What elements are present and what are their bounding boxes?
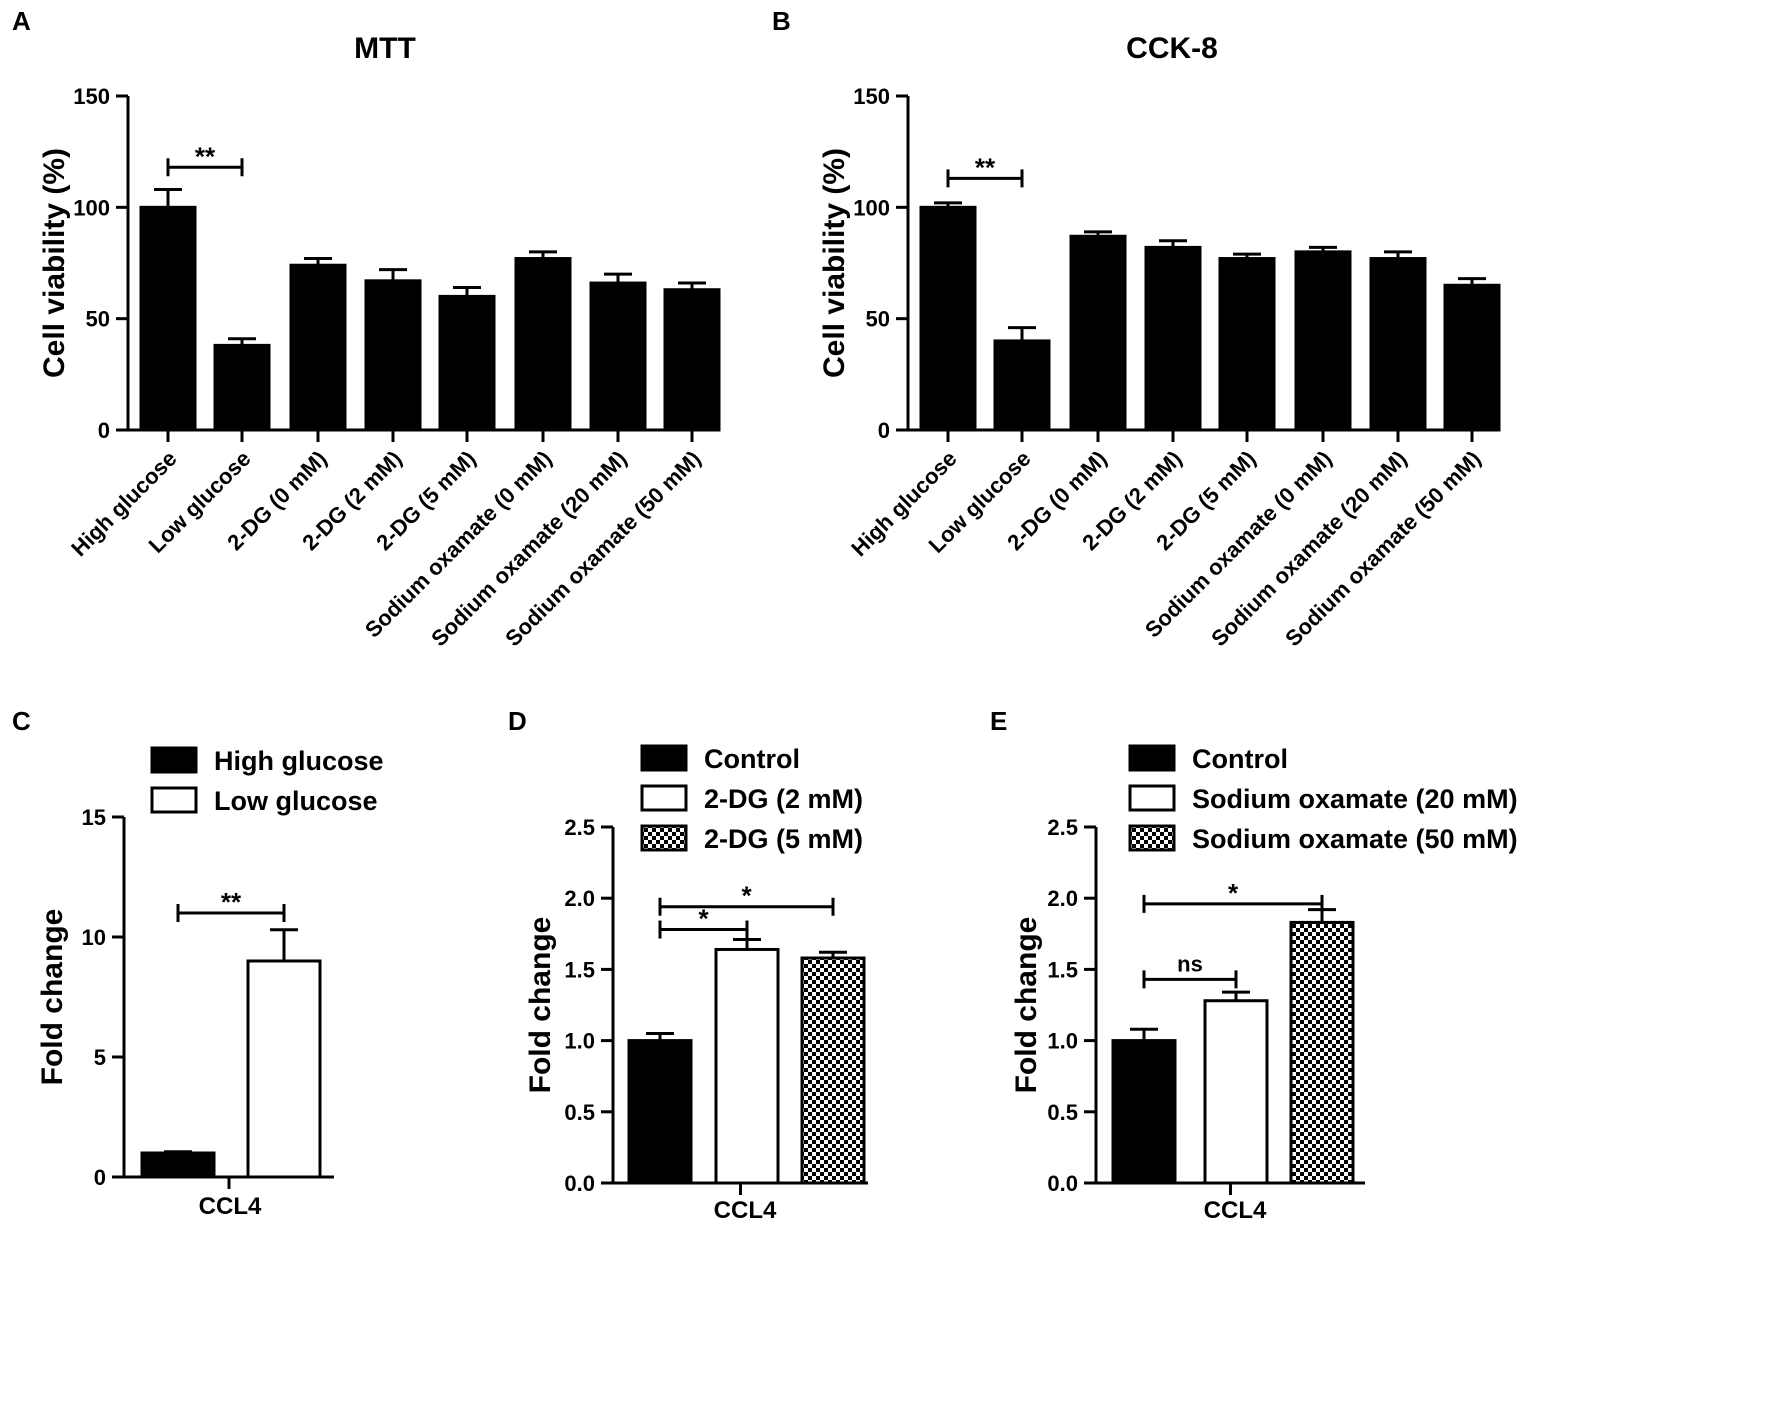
y-tick-label: 1.0	[564, 1029, 595, 1054]
legend-swatch-1	[640, 744, 688, 772]
y-tick-label: 150	[853, 84, 890, 109]
y-tick-label: 0.5	[564, 1100, 595, 1125]
y-tick-label: 2.5	[1047, 815, 1078, 840]
y-tick-label: 1.5	[1047, 957, 1078, 982]
significance-label: *	[1228, 878, 1239, 908]
legend-label: Sodium oxamate (50 mM)	[1192, 824, 1518, 854]
panel-letter: A	[12, 6, 31, 36]
y-tick-label: 2.0	[1047, 886, 1078, 911]
y-tick-label: 100	[73, 195, 110, 220]
significance-label: ns	[1177, 951, 1203, 976]
y-tick-label: 2.0	[564, 886, 595, 911]
bar-8	[1443, 283, 1501, 432]
y-axis-label: Fold change	[1010, 917, 1043, 1094]
chart-title: CCK-8	[1126, 32, 1218, 65]
panel-letter: D	[508, 706, 527, 736]
y-axis-label: Fold change	[36, 909, 69, 1086]
y-tick-label: 5	[94, 1045, 106, 1070]
bar-2	[213, 343, 271, 432]
y-tick-label: 0	[94, 1165, 106, 1190]
y-tick-label: 50	[86, 307, 110, 332]
bar-6	[514, 257, 572, 432]
y-tick-label: 2.5	[564, 815, 595, 840]
legend-label: 2-DG (5 mM)	[704, 824, 863, 854]
panel-letter: C	[12, 706, 31, 736]
legend-label: Control	[704, 744, 800, 774]
legend-swatch-3	[640, 824, 688, 852]
panel-e: E 0.0 0.5 1.0 1.5 2.0 2.5 Fold change CCL4 Contro…	[990, 706, 1518, 1224]
significance-label: *	[698, 904, 709, 934]
bar-1	[1111, 1039, 1177, 1185]
bar-4	[364, 279, 422, 432]
legend-swatch-2	[150, 786, 198, 814]
bar-5	[438, 294, 496, 432]
y-tick-label: 0.5	[1047, 1100, 1078, 1125]
y-tick-label: 100	[853, 195, 890, 220]
bar-6	[1294, 250, 1352, 432]
legend-label: High glucose	[214, 746, 384, 776]
y-tick-label: 1.0	[1047, 1029, 1078, 1054]
panel-letter: E	[990, 706, 1007, 736]
bar-7	[1369, 257, 1427, 432]
legend-label: Low glucose	[214, 786, 378, 816]
bar-8	[663, 288, 721, 432]
y-tick-label: 0	[878, 418, 890, 443]
legend-swatch-1	[150, 746, 198, 774]
x-axis-label: CCL4	[1204, 1197, 1267, 1224]
panel-d: D 0.0 0.5 1.0 1.5 2.0 2.5 Fold change CCL4 Contro…	[508, 706, 868, 1224]
y-axis-label: Cell viability (%)	[38, 148, 71, 378]
bar-5	[1218, 257, 1276, 432]
x-axis-label: CCL4	[714, 1197, 777, 1224]
significance-label: **	[195, 141, 216, 171]
y-tick-label: 0	[98, 418, 110, 443]
legend-swatch-2	[1128, 784, 1176, 812]
legend-label: 2-DG (2 mM)	[704, 784, 863, 814]
bar-3	[1289, 920, 1355, 1185]
significance-label: *	[741, 881, 752, 911]
y-tick-label: 0.0	[1047, 1171, 1078, 1196]
bar-1	[139, 205, 197, 432]
y-tick-label: 150	[73, 84, 110, 109]
bar-7	[589, 281, 647, 432]
significance-label: **	[221, 887, 242, 917]
y-tick-label: 50	[866, 307, 890, 332]
legend-label: Sodium oxamate (20 mM)	[1192, 784, 1518, 814]
y-tick-label: 1.5	[564, 957, 595, 982]
bar-2	[1203, 999, 1269, 1185]
legend-swatch-3	[1128, 824, 1176, 852]
y-tick-label: 10	[82, 925, 106, 950]
bar-2	[714, 947, 780, 1185]
panel-c: C 0 5 10 15 Fold change CCL4 High glucose Low gl…	[12, 706, 384, 1220]
bar-3	[1069, 234, 1127, 432]
bar-2	[993, 339, 1051, 432]
legend-label: Control	[1192, 744, 1288, 774]
legend-swatch-1	[1128, 744, 1176, 772]
bar-4	[1144, 245, 1202, 432]
bar-1	[627, 1039, 693, 1185]
bar-1	[919, 205, 977, 432]
y-axis-label: Fold change	[524, 917, 557, 1094]
bar-3	[800, 956, 866, 1185]
chart-title: MTT	[354, 32, 416, 65]
significance-label: **	[975, 152, 996, 182]
x-axis-label: CCL4	[199, 1193, 262, 1220]
panel-letter: B	[772, 6, 791, 36]
y-tick-label: 0.0	[564, 1171, 595, 1196]
bar-1	[140, 1151, 216, 1179]
bar-3	[289, 263, 347, 432]
bar-2	[246, 959, 322, 1179]
legend-swatch-2	[640, 784, 688, 812]
y-axis-label: Cell viability (%)	[818, 148, 851, 378]
y-tick-label: 15	[82, 805, 106, 830]
